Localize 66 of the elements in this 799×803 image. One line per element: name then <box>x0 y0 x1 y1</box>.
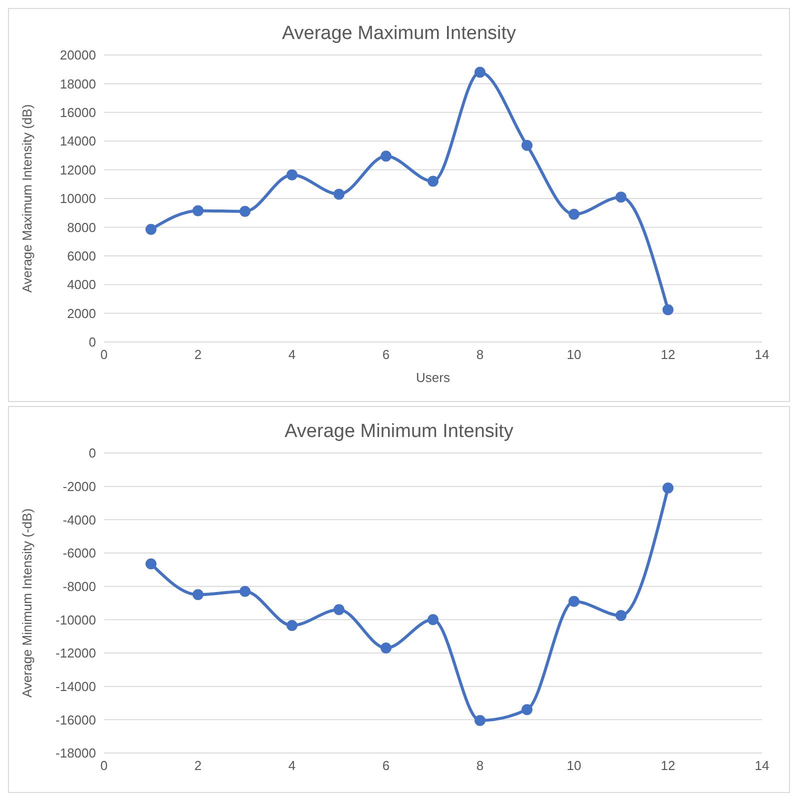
point <box>616 192 626 203</box>
x-tick-label: 6 <box>382 347 390 362</box>
x-axis-title: Users <box>416 370 450 385</box>
y-tick-label: -14000 <box>56 678 96 694</box>
y-tick-label: -16000 <box>56 712 96 728</box>
point <box>380 642 392 654</box>
point <box>192 589 204 600</box>
y-tick-label: 10000 <box>60 191 96 206</box>
y-tick-label: 20000 <box>60 48 96 63</box>
point <box>428 614 438 626</box>
point <box>474 66 486 78</box>
y-tick-label: -18000 <box>56 746 96 761</box>
point <box>474 715 486 726</box>
point <box>662 304 674 316</box>
y-tick-label: -8000 <box>62 578 96 594</box>
point <box>522 140 532 151</box>
x-tick-label: 0 <box>100 758 108 774</box>
y-tick-label: 14000 <box>60 134 96 149</box>
y-tick-label: -4000 <box>62 512 96 528</box>
point <box>240 586 250 597</box>
x-tick-label: 2 <box>194 758 202 774</box>
point <box>568 596 580 607</box>
point <box>616 610 626 621</box>
y-tick-label: 12000 <box>60 162 96 178</box>
point <box>240 206 250 217</box>
point <box>662 482 674 494</box>
point <box>522 704 532 716</box>
y-tick-label: -10000 <box>56 612 96 628</box>
x-tick-label: 14 <box>754 758 770 774</box>
x-tick-label: 4 <box>288 758 296 774</box>
point <box>568 208 580 220</box>
x-tick-label: 10 <box>566 347 582 362</box>
point <box>334 604 344 616</box>
x-tick-label: 8 <box>476 347 484 362</box>
y-tick-label: 16000 <box>60 105 96 120</box>
x-tick-label: 2 <box>194 347 202 362</box>
y-tick-label: 8000 <box>67 220 96 235</box>
y-tick-label: 2000 <box>67 306 96 321</box>
y-tick-label: -6000 <box>62 546 96 561</box>
y-tick-label: -2000 <box>62 478 96 494</box>
point <box>286 620 298 631</box>
y-tick-label: 18000 <box>60 76 96 92</box>
point <box>334 188 344 200</box>
point <box>192 205 204 216</box>
chart-title: Average Maximum Intensity <box>280 23 518 45</box>
x-tick-label: 4 <box>288 347 296 362</box>
x-tick-label: 0 <box>100 347 108 362</box>
y-tick-label: 0 <box>88 334 96 350</box>
y-tick-label: 6000 <box>67 248 96 264</box>
y-axis-title: Average Minimum Intensity (-dB) <box>20 508 35 698</box>
y-tick-label: 4000 <box>67 277 96 292</box>
x-tick-label: 12 <box>660 758 676 774</box>
point <box>428 176 438 187</box>
x-tick-label: 12 <box>660 347 676 362</box>
point <box>146 224 156 235</box>
x-tick-label: 6 <box>382 758 390 774</box>
x-tick-label: 10 <box>566 758 582 774</box>
x-tick-label: 14 <box>754 347 770 362</box>
chart-title: Average Minimum Intensity <box>284 421 514 443</box>
x-tick-label: 8 <box>476 758 484 774</box>
point <box>146 558 156 570</box>
point <box>380 150 392 162</box>
y-axis-title: Average Maximum Intensity (dB) <box>20 104 35 293</box>
point <box>286 169 298 180</box>
y-tick-label: -12000 <box>56 646 96 661</box>
y-tick-label: 0 <box>88 446 96 461</box>
